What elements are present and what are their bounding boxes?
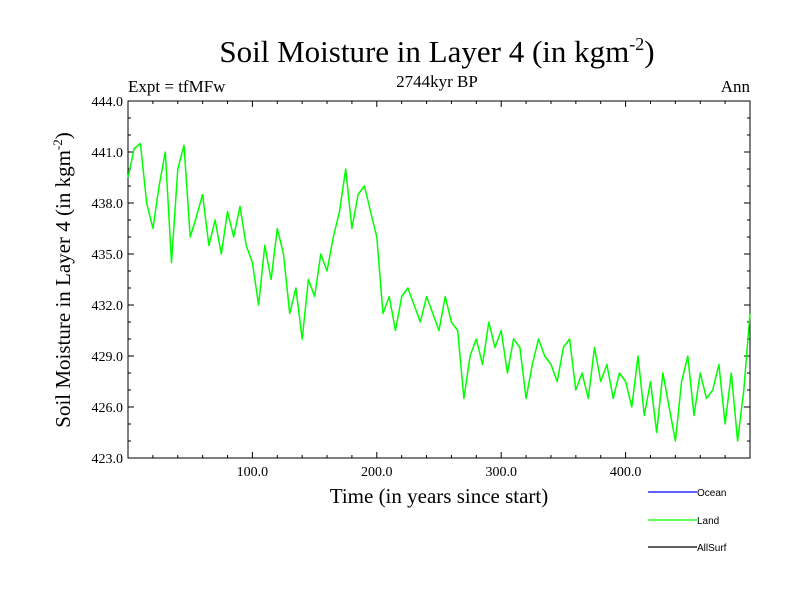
legend-label-land: Land xyxy=(697,516,719,527)
y-tick-label: 429.0 xyxy=(92,350,124,365)
y-axis-label-superscript: -2 xyxy=(50,139,65,150)
y-tick-label: 441.0 xyxy=(92,146,124,161)
y-tick-label: 426.0 xyxy=(92,401,124,416)
series-line-land xyxy=(127,142,751,442)
x-axis-label: Time (in years since start) xyxy=(330,484,549,508)
y-axis: 423.0 426.0 429.0 432.0 435.0 438.0 441.0 444.0 xyxy=(92,95,750,467)
experiment-label: Expt = tfMFw xyxy=(128,77,226,96)
x-tick-label: 300.0 xyxy=(485,465,517,480)
chart-title: Soil Moisture in Layer 4 (in kgm-2) xyxy=(219,34,654,69)
chart-title-superscript: -2 xyxy=(629,34,644,54)
y-tick-label: 438.0 xyxy=(92,197,124,212)
y-axis-label: Soil Moisture in Layer 4 (in kgm-2) xyxy=(50,132,75,427)
y-tick-label: 423.0 xyxy=(92,452,124,467)
legend-label-allsurf: AllSurf xyxy=(697,543,727,554)
y-tick-label: 435.0 xyxy=(92,248,124,263)
season-label: Ann xyxy=(721,77,751,96)
x-axis: 100.0 200.0 300.0 400.0 xyxy=(152,101,726,480)
x-tick-label: 200.0 xyxy=(361,465,393,480)
legend-label-ocean: Ocean xyxy=(697,488,726,499)
legend: Ocean Land AllSurf xyxy=(648,488,727,554)
chart-subtitle: 2744kyr BP xyxy=(396,72,478,91)
y-tick-label: 444.0 xyxy=(92,95,124,110)
x-tick-label: 400.0 xyxy=(610,465,642,480)
x-tick-label: 100.0 xyxy=(237,465,269,480)
series-layer xyxy=(127,142,751,442)
plot-frame xyxy=(127,100,751,459)
y-tick-label: 432.0 xyxy=(92,299,124,314)
